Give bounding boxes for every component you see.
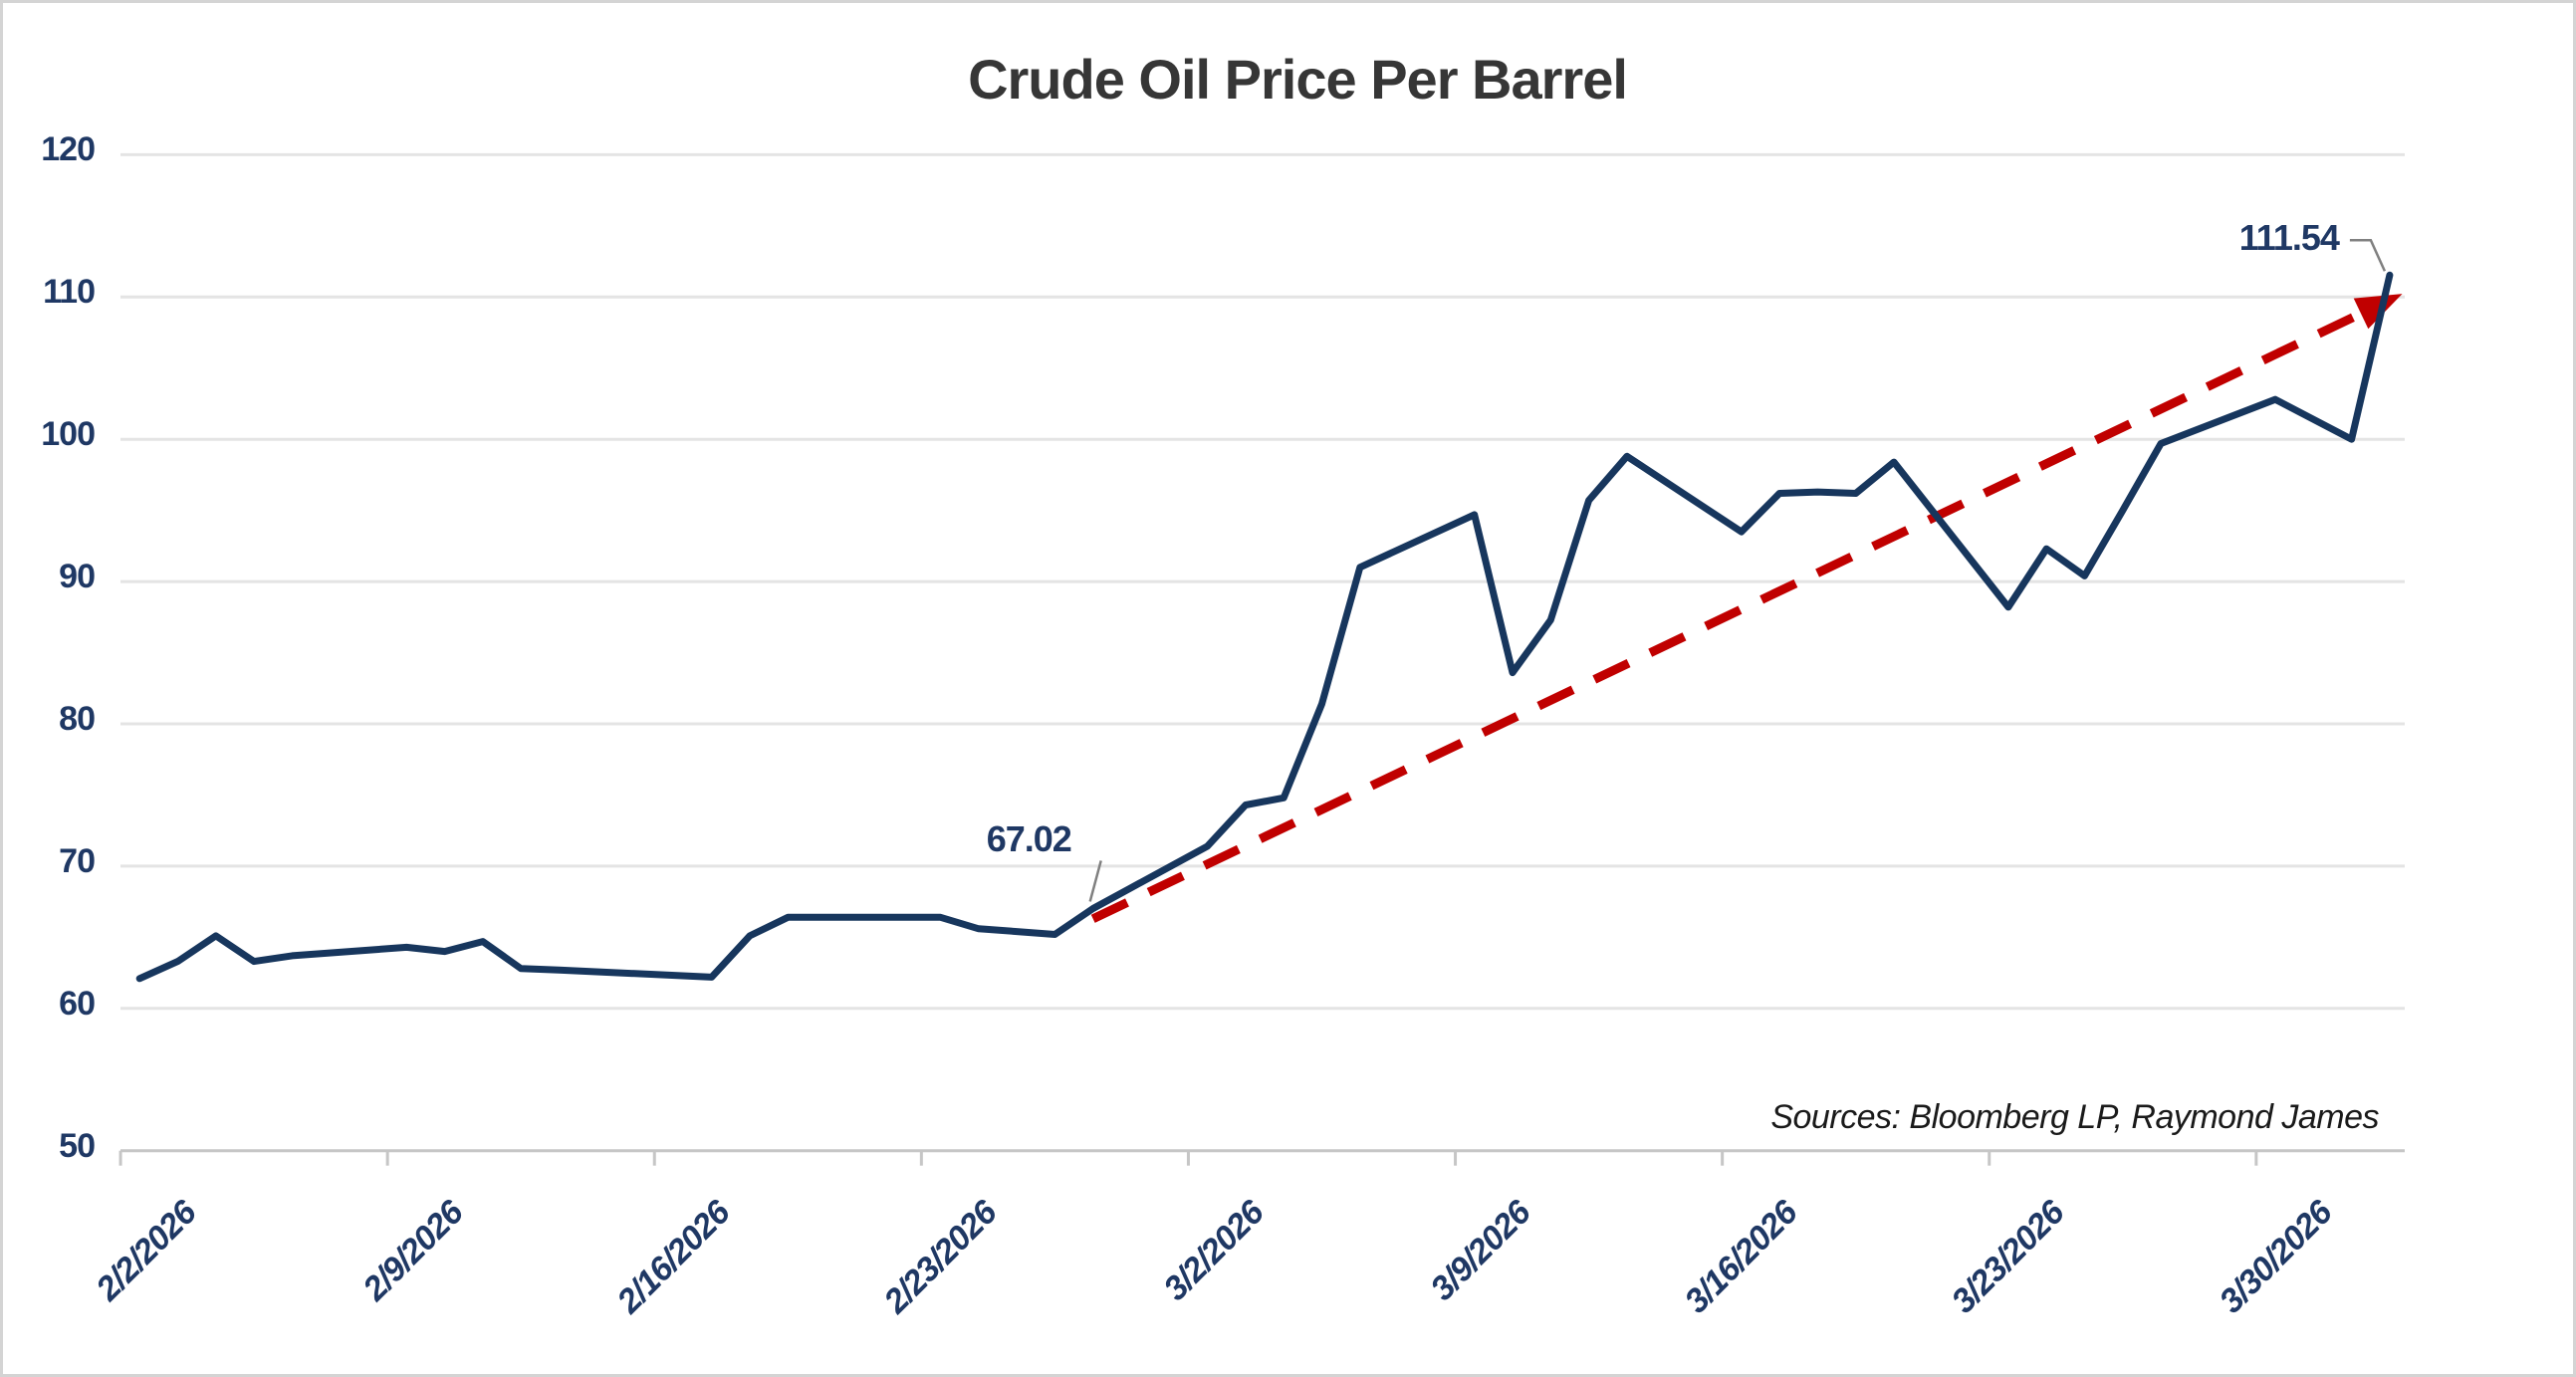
- annotation-end-value: 111.54: [2238, 217, 2340, 259]
- source-note: Sources: Bloomberg LP, Raymond James: [1770, 1098, 2379, 1136]
- y-axis-tick-label-60: 60: [59, 984, 96, 1023]
- y-axis-tick-label-70: 70: [59, 841, 96, 880]
- leader-line-start-annotation: [1088, 860, 1102, 902]
- leader-line-end-annotation: [2349, 239, 2387, 272]
- price-line: [135, 271, 2394, 983]
- annotation-start-value: 67.02: [986, 818, 1072, 860]
- price-chart-plot: [118, 152, 2405, 1166]
- trend-line: [1090, 296, 2392, 923]
- y-axis-tick-label-80: 80: [59, 700, 96, 738]
- y-axis-tick-label-110: 110: [43, 273, 96, 312]
- y-axis-tick-label-100: 100: [41, 415, 96, 454]
- y-axis-tick-label-90: 90: [59, 558, 96, 596]
- y-axis-tick-label-50: 50: [59, 1126, 96, 1165]
- y-axis-tick-label-120: 120: [41, 130, 96, 169]
- chart-title: Crude Oil Price Per Barrel: [968, 48, 1628, 111]
